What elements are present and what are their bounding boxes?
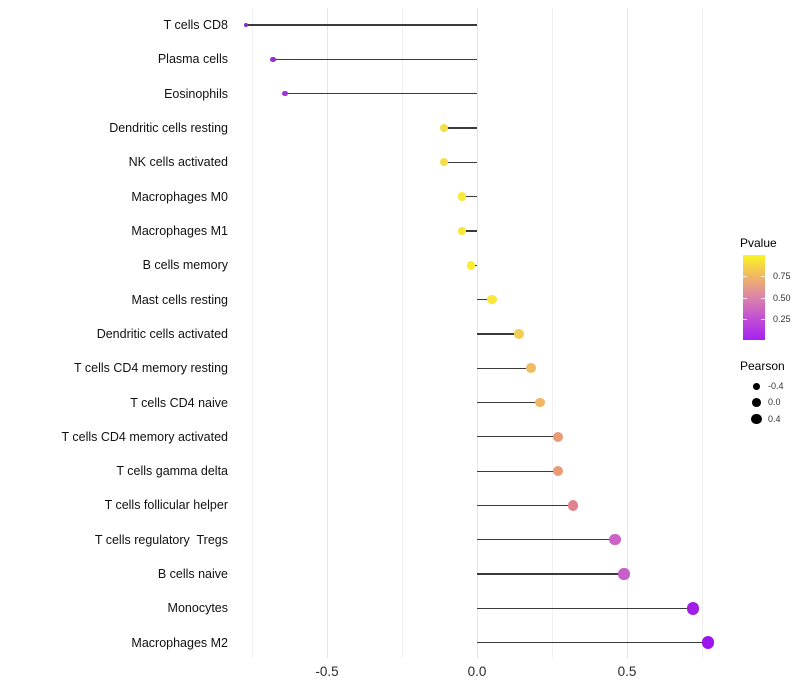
lollipop-stem (477, 539, 615, 541)
pearson-legend-item: -0.4 (740, 378, 785, 394)
lollipop-stem (462, 230, 477, 232)
gridline-minor (702, 8, 703, 658)
lollipop-stem (477, 470, 558, 472)
pvalue-legend: Pvalue 0.75 0.50 0.25 (740, 236, 791, 340)
lollipop-stem (477, 573, 624, 575)
lollipop-dot (567, 500, 579, 511)
lollipop-stem (444, 127, 477, 129)
row-label: T cells follicular helper (104, 498, 228, 513)
lollipop-dot (535, 397, 545, 408)
lollipop-dot (487, 295, 497, 305)
lollipop-stem (285, 92, 477, 95)
row-label: Macrophages M1 (131, 223, 228, 238)
row-label: Monocytes (167, 601, 228, 616)
pearson-legend-items: -0.4 0.0 0.4 (740, 378, 785, 427)
pvalue-bar-tick (743, 318, 747, 320)
lollipop-dot (526, 363, 536, 374)
lollipop-stem (477, 333, 519, 335)
pearson-legend-item: 0.4 (740, 411, 785, 427)
gridline-major (627, 8, 628, 658)
lollipop-stem (477, 367, 531, 369)
row-label: T cells CD4 memory resting (74, 361, 228, 376)
row-label: B cells naive (157, 567, 228, 582)
pearson-legend-label: 0.4 (768, 413, 781, 424)
pvalue-bar-tick (743, 297, 747, 299)
lollipop-dot (514, 329, 524, 339)
row-label: Eosinophils (164, 86, 228, 101)
lollipop-dot (439, 123, 449, 133)
pvalue-tick-label: 0.25 (773, 313, 791, 324)
row-label: Macrophages M2 (131, 635, 228, 650)
pvalue-bar-tick (761, 318, 765, 320)
pvalue-bar-tick (743, 276, 747, 278)
pvalue-bar-tick (761, 276, 765, 278)
lollipop-dot (552, 466, 564, 477)
lollipop-dot (618, 568, 630, 580)
x-tick-label: 0.5 (617, 664, 637, 679)
gridline-major (327, 8, 328, 658)
lollipop-dot (466, 260, 476, 270)
pearson-legend-item: 0.0 (740, 394, 785, 410)
pearson-legend-label: 0.0 (768, 397, 781, 408)
pvalue-tick-label: 0.75 (773, 271, 791, 282)
gridline-minor (402, 8, 403, 658)
lollipop-dot (552, 431, 564, 442)
row-label: T cells CD8 (163, 18, 228, 32)
pvalue-bar-tick (761, 297, 765, 299)
row-label: NK cells activated (128, 155, 228, 170)
lollipop-stem (477, 436, 558, 438)
lollipop-stem (246, 24, 477, 26)
lollipop-dot (686, 602, 700, 615)
lollipop-stem (477, 504, 573, 507)
lollipop-dot (439, 158, 449, 167)
lollipop-stem (444, 161, 477, 163)
row-label: T cells CD4 memory activated (61, 429, 229, 444)
row-label: B cells memory (142, 258, 228, 273)
pearson-legend-dot (753, 382, 761, 390)
pvalue-gradient-wrap: 0.75 0.50 0.25 (743, 255, 791, 340)
row-label: Mast cells resting (131, 292, 228, 307)
pvalue-legend-title: Pvalue (740, 236, 777, 250)
lollipop-stem (477, 607, 693, 610)
lollipop-dot (457, 192, 467, 201)
lollipop-stem (477, 642, 708, 644)
pvalue-tick-label: 0.50 (773, 292, 791, 303)
pearson-legend: Pearson -0.4 0.0 0.4 (740, 359, 785, 427)
lollipop-dot (282, 90, 288, 97)
row-label: T cells regulatory Tregs (94, 532, 228, 547)
lollipop-dot (701, 636, 715, 650)
pvalue-gradient-bar (743, 255, 765, 340)
row-label: Macrophages M0 (131, 189, 228, 204)
plot-panel (237, 8, 716, 658)
lollipop-dot (243, 22, 249, 28)
lollipop-stem (477, 298, 492, 301)
row-label: Dendritic cells resting (109, 120, 228, 135)
gridline-major (477, 8, 478, 658)
lollipop-dot (457, 226, 467, 236)
row-label: T cells gamma delta (116, 464, 228, 479)
pearson-legend-title: Pearson (740, 359, 785, 373)
row-label: Dendritic cells activated (96, 326, 228, 341)
row-label: Plasma cells (157, 52, 228, 67)
row-label: T cells CD4 naive (130, 395, 228, 410)
pearson-legend-dot (751, 413, 763, 425)
lollipop-stem (273, 58, 477, 60)
x-tick-label: -0.5 (315, 664, 339, 679)
lollipop-stem (477, 401, 540, 404)
lollipop-stem (462, 195, 477, 198)
x-tick-label: 0.0 (467, 664, 487, 679)
gridline-minor (252, 8, 253, 658)
pearson-legend-dot (752, 398, 762, 407)
gridline-minor (552, 8, 553, 658)
lollipop-dot (270, 56, 276, 62)
pearson-legend-label: -0.4 (768, 381, 784, 391)
lollipop-dot (609, 534, 621, 546)
